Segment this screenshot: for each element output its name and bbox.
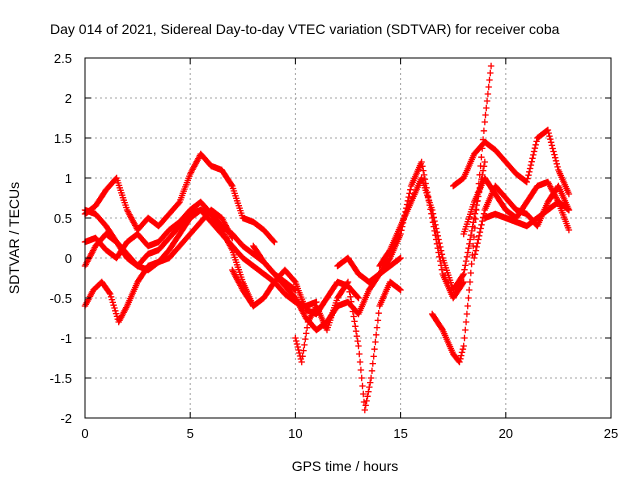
data-points bbox=[81, 62, 573, 414]
series-sat-j bbox=[376, 158, 488, 294]
y-tick-label: 0 bbox=[65, 251, 72, 266]
x-tick-label: 0 bbox=[81, 426, 88, 441]
x-tick-label: 15 bbox=[393, 426, 407, 441]
series-sat-l bbox=[450, 126, 573, 198]
y-tick-label: -2 bbox=[60, 411, 72, 426]
series-markers bbox=[471, 182, 573, 262]
y-tick-label: -1.5 bbox=[50, 371, 72, 386]
x-tick-label: 10 bbox=[288, 426, 302, 441]
series-sat-o bbox=[471, 182, 573, 262]
y-tick-label: 0.5 bbox=[54, 211, 72, 226]
x-tick-label: 5 bbox=[187, 426, 194, 441]
series-markers bbox=[292, 278, 404, 414]
series-sat-h bbox=[292, 278, 404, 414]
x-tick-label: 20 bbox=[499, 426, 513, 441]
y-axis-label: SDTVAR / TECUs bbox=[6, 182, 22, 294]
y-tick-label: -0.5 bbox=[50, 291, 72, 306]
x-axis-label: GPS time / hours bbox=[292, 458, 399, 474]
series-markers bbox=[376, 158, 488, 294]
y-tick-label: -1 bbox=[60, 331, 72, 346]
y-tick-label: 1.5 bbox=[54, 131, 72, 146]
x-axis-ticks: 0 5 10 15 20 25 bbox=[81, 58, 618, 441]
y-axis-ticks: -2 -1.5 -1 -0.5 0 0.5 1 1.5 2 2.5 bbox=[50, 51, 611, 426]
x-tick-label: 25 bbox=[604, 426, 618, 441]
chart-title: Day 014 of 2021, Sidereal Day-to-day VTE… bbox=[50, 21, 560, 37]
y-tick-label: 1 bbox=[65, 171, 72, 186]
y-tick-label: 2 bbox=[65, 91, 72, 106]
series-markers bbox=[450, 126, 573, 198]
y-tick-label: 2.5 bbox=[54, 51, 72, 66]
plot-frame bbox=[84, 57, 612, 419]
